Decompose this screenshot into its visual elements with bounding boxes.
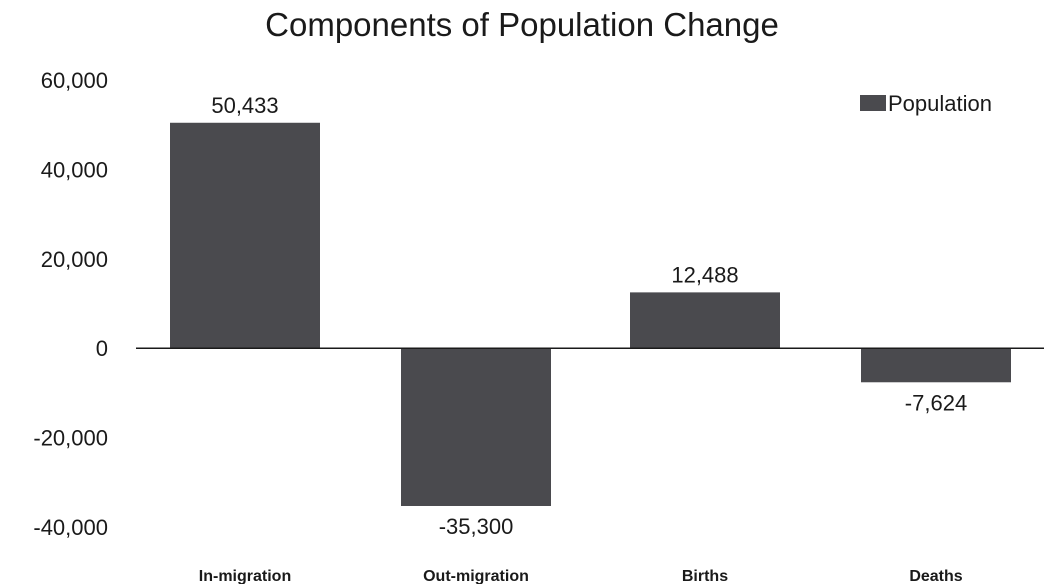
- y-tick-label: 0: [96, 336, 108, 361]
- y-tick-label: -40,000: [33, 515, 108, 540]
- bar: [401, 348, 551, 506]
- data-label: -7,624: [905, 390, 967, 415]
- data-label: 12,488: [671, 262, 738, 287]
- data-label: -35,300: [439, 514, 514, 539]
- y-tick-label: 40,000: [41, 157, 108, 182]
- bar: [861, 348, 1011, 383]
- y-tick-label: -20,000: [33, 426, 108, 451]
- legend-swatch: [860, 95, 886, 111]
- y-tick-label: 20,000: [41, 247, 108, 272]
- x-tick-label: Births: [682, 568, 728, 584]
- x-tick-label: In-migration: [199, 568, 291, 584]
- bar: [170, 122, 320, 349]
- x-tick-label: Deaths: [909, 568, 962, 584]
- data-label: 50,433: [211, 93, 278, 118]
- y-tick-label: 60,000: [41, 68, 108, 93]
- x-tick-label: Out-migration: [423, 568, 529, 584]
- bar: [630, 292, 780, 349]
- legend-label: Population: [888, 91, 992, 116]
- chart-title: Components of Population Change: [265, 6, 779, 43]
